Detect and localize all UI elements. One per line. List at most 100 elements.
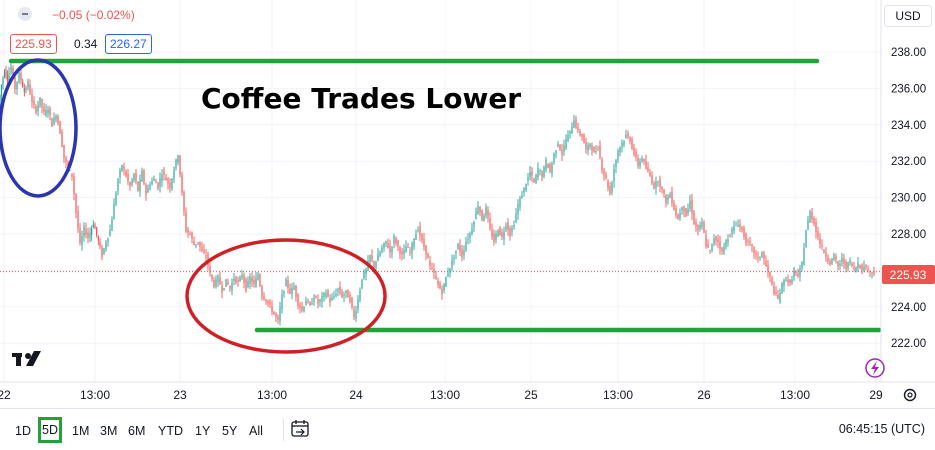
bid-price-box[interactable]: 225.93 [10, 34, 57, 54]
candle-body [379, 252, 381, 257]
candle-body [633, 147, 635, 155]
candle-body [517, 204, 519, 215]
candle-body [209, 266, 211, 273]
candle-body [219, 277, 221, 285]
candle-body [283, 290, 285, 294]
candle-body [445, 277, 447, 287]
candle-body [513, 225, 515, 228]
candle-body [681, 206, 683, 211]
date-range-icon[interactable] [290, 419, 312, 439]
candle-body [627, 133, 629, 137]
currency-button[interactable]: USD [884, 5, 932, 27]
tradingview-logo[interactable] [12, 351, 41, 366]
axis-settings-icon[interactable] [903, 388, 917, 402]
range-button-5d[interactable]: 5D [38, 417, 62, 443]
candle-body [205, 254, 207, 257]
candle-body [8, 73, 10, 82]
candle-body [23, 88, 25, 93]
candle-body [181, 174, 183, 193]
candle-body [769, 272, 771, 277]
candle-body [799, 268, 801, 276]
range-button-6m[interactable]: 6M [128, 424, 146, 438]
candle-body [581, 133, 583, 137]
range-button-1m[interactable]: 1M [72, 424, 90, 438]
candle-body [425, 245, 427, 255]
candle-body [595, 151, 597, 152]
utc-clock[interactable]: 06:45:15 (UTC) [838, 422, 925, 436]
price-axis[interactable]: 222.00224.00226.00228.00230.00232.00234.… [891, 47, 926, 350]
candle-body [557, 144, 559, 147]
candle-body [59, 121, 61, 134]
candle-body [125, 171, 127, 177]
candle-body [831, 258, 833, 265]
price-change: −0.05 (−0.02%) [52, 8, 135, 22]
candle-body [87, 232, 89, 239]
candle-body [539, 170, 541, 172]
candle-body [795, 271, 797, 274]
lightning-icon[interactable] [865, 358, 885, 378]
candle-body [79, 228, 81, 243]
candle-body [263, 296, 265, 300]
candle-body [779, 293, 781, 302]
candle-body [479, 207, 481, 213]
ask-price-box[interactable]: 226.27 [105, 34, 152, 54]
candle-body [151, 181, 153, 185]
candle-body [587, 144, 589, 151]
candle-body [12, 68, 14, 76]
range-button-ytd[interactable]: YTD [158, 424, 183, 438]
range-button-1d[interactable]: 1D [15, 424, 31, 438]
candle-body [399, 247, 401, 254]
range-button-3m[interactable]: 3M [100, 424, 118, 438]
candle-body [723, 246, 725, 255]
candle-body [135, 172, 137, 182]
candle-body [629, 137, 631, 142]
candle-body [755, 252, 757, 255]
candle-body [133, 173, 135, 181]
range-button-1y[interactable]: 1Y [195, 424, 211, 438]
candle-body [429, 260, 431, 266]
candle-body [39, 97, 41, 106]
candle-body [45, 109, 47, 116]
candle-body [75, 193, 77, 213]
candle-body [461, 249, 463, 258]
candle-body [299, 304, 301, 308]
candle-body [22, 81, 24, 88]
candle-body [393, 236, 395, 244]
candle-body [185, 212, 187, 232]
candle-body [2, 77, 4, 85]
candle-body [651, 175, 653, 184]
candle-body [229, 286, 231, 289]
candle-body [849, 260, 851, 263]
candle-body [655, 181, 657, 189]
candle-body [261, 286, 263, 298]
candle-body [463, 250, 465, 255]
candle-body [501, 231, 503, 237]
candle-body [643, 159, 645, 162]
candle-body [287, 280, 289, 288]
range-button-all[interactable]: All [249, 424, 263, 438]
range-button-5y[interactable]: 5Y [222, 424, 238, 438]
candle-body [309, 302, 311, 306]
candle-body [649, 172, 651, 176]
candle-body [81, 235, 83, 245]
candle-body [869, 270, 871, 272]
time-axis[interactable]: 22 13:00 23 13:00 24 13:00 25 13:00 26 13:00 29 [0, 388, 883, 402]
candle-body [119, 170, 121, 178]
candle-body [551, 163, 553, 174]
candle-body [615, 159, 617, 168]
spread-value: 0.34 [74, 37, 98, 51]
candle-body [765, 261, 767, 267]
candle-body [617, 150, 619, 160]
candle-body [663, 189, 665, 194]
candle-body [863, 266, 865, 271]
candle-body [527, 176, 529, 181]
candle-body [147, 187, 149, 193]
candle-body [413, 238, 415, 247]
price-chart[interactable]: Coffee Trades Lower 222.00224.00226.0022… [0, 0, 935, 408]
candle-body [117, 179, 119, 192]
candle-body [525, 184, 527, 191]
candle-body [18, 72, 20, 83]
candle-body [453, 257, 455, 260]
candle-body [847, 262, 849, 269]
candle-body [35, 106, 37, 113]
